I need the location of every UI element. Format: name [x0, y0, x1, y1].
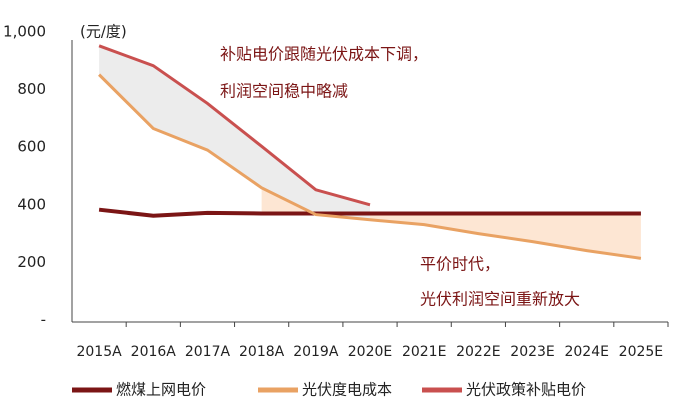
x-tick-label: 2021E	[402, 344, 446, 360]
legend-label: 光伏政策补贴电价	[466, 381, 586, 399]
annotation: 补贴电价跟随光伏成本下调，	[220, 45, 428, 64]
x-tick-label: 2016A	[131, 344, 177, 360]
y-tick-label: -	[41, 311, 46, 329]
legend-label: 光伏度电成本	[302, 381, 392, 399]
series-line	[98, 44, 371, 207]
annotation: 利润空间稳中略减	[220, 82, 348, 101]
x-tick-label: 2020E	[348, 344, 392, 360]
y-unit: (元/度)	[80, 23, 127, 41]
annotation: 光伏利润空间重新放大	[420, 290, 580, 309]
y-tick-label: 200	[17, 253, 46, 271]
y-tick-label: 600	[17, 138, 46, 156]
x-tick-label: 2023E	[510, 344, 554, 360]
series-line	[98, 207, 641, 218]
x-tick-label: 2019A	[293, 344, 339, 360]
gap-area	[99, 45, 370, 220]
y-tick-label: 1,000	[3, 23, 46, 41]
x-tick-label: 2024E	[564, 344, 608, 360]
x-tick-label: 2015A	[76, 344, 122, 360]
y-tick-label: 400	[17, 195, 46, 213]
annotation: 平价时代，	[420, 255, 500, 274]
y-tick-label: 800	[17, 80, 46, 98]
x-tick-label: 2018A	[239, 344, 285, 360]
gap-area	[261, 187, 641, 259]
series-line	[98, 73, 642, 260]
x-tick-label: 2017A	[185, 344, 231, 360]
x-tick-label: 2025E	[619, 344, 663, 360]
x-tick-label: 2022E	[456, 344, 500, 360]
legend-label: 燃煤上网电价	[116, 381, 206, 399]
